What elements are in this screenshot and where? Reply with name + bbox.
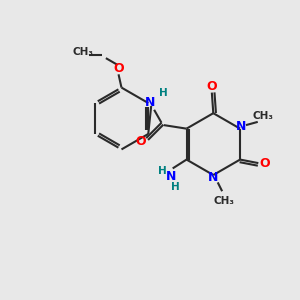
Text: H: H [171, 182, 180, 192]
Text: N: N [166, 170, 176, 183]
Text: H: H [160, 88, 168, 98]
Text: O: O [260, 157, 270, 169]
Text: O: O [136, 135, 146, 148]
Text: O: O [113, 62, 124, 75]
Text: CH₃: CH₃ [72, 47, 93, 57]
Text: O: O [206, 80, 217, 93]
Text: H: H [158, 166, 167, 176]
Text: N: N [208, 171, 218, 184]
Text: N: N [236, 120, 247, 133]
Text: N: N [145, 96, 155, 109]
Text: CH₃: CH₃ [213, 196, 234, 206]
Text: CH₃: CH₃ [252, 111, 273, 121]
